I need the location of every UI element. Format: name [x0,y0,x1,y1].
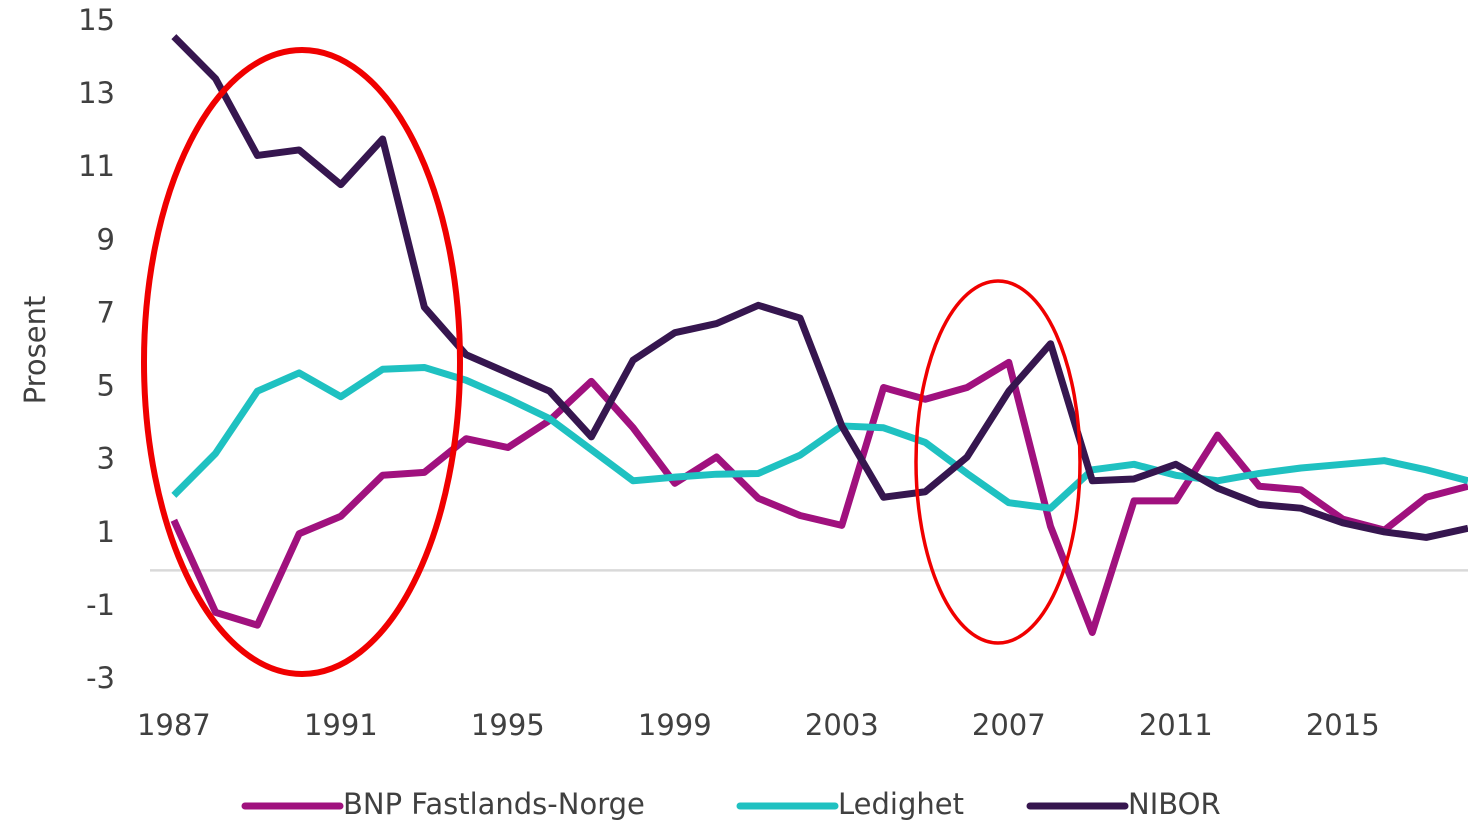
legend-label: Ledighet [838,787,964,821]
legend-label: NIBOR [1128,787,1221,821]
y-tick-label: 15 [78,3,115,37]
legend-label: BNP Fastlands-Norge [343,787,645,821]
y-tick-label: 9 [97,222,115,256]
y-tick-label: -1 [86,588,115,622]
x-tick-label: 2011 [1139,708,1213,742]
x-tick-label: 2007 [972,708,1046,742]
highlight-ellipse [914,279,1082,645]
x-tick-label: 1987 [137,708,211,742]
highlight-ellipse [141,47,463,677]
x-tick-label: 1995 [471,708,545,742]
x-tick-label: 1991 [304,708,378,742]
y-tick-label: 13 [78,76,115,110]
annotations [141,47,1082,677]
data-line [170,358,1468,636]
y-tick-label: 11 [78,149,115,183]
x-tick-label: 2015 [1306,708,1380,742]
x-tick-label: 1999 [638,708,712,742]
y-tick-label: 5 [97,369,115,403]
x-tick-label: 2003 [805,708,879,742]
y-tick-label: 7 [97,295,115,329]
data-line [171,34,1468,541]
data-line [171,363,1468,512]
y-tick-label: 3 [97,442,115,476]
y-tick-label: -3 [86,661,115,695]
y-tick-label: 1 [97,515,115,549]
y-axis-label: Prosent [18,296,52,405]
